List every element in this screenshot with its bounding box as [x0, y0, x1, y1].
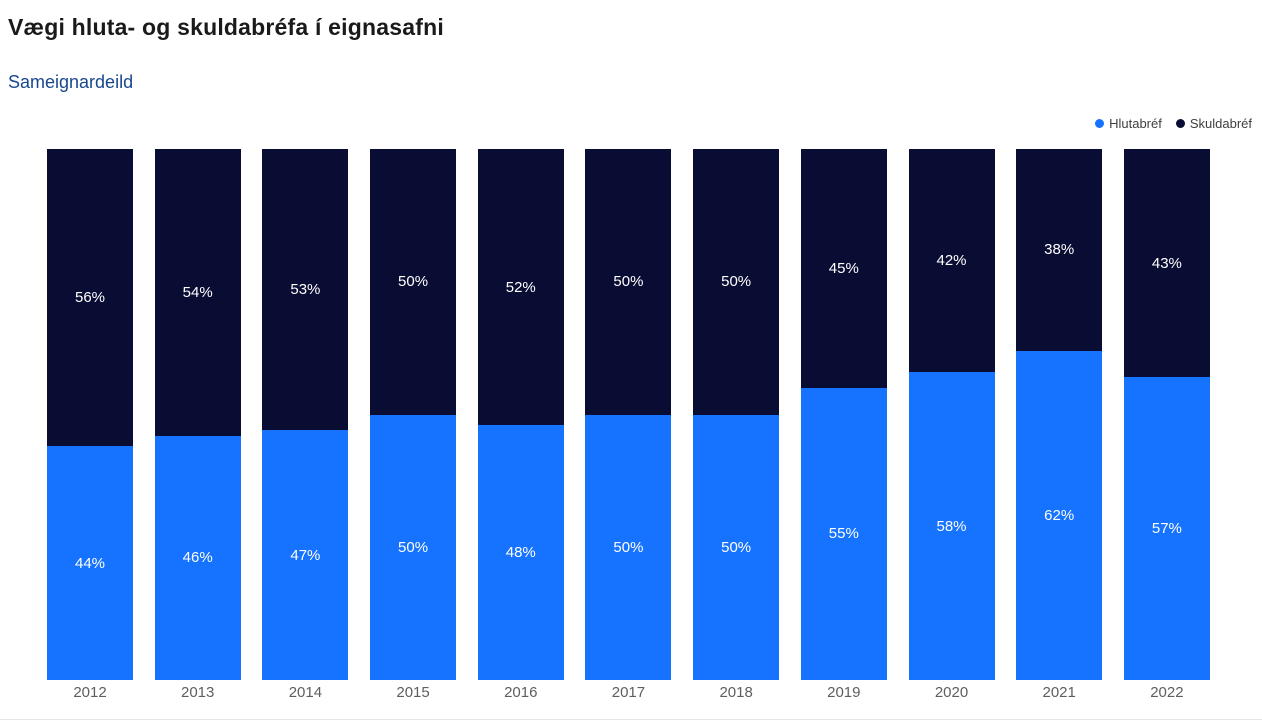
x-axis-label-2013: 2013: [181, 683, 215, 701]
legend-item-skuldabréf[interactable]: Skuldabréf: [1175, 116, 1252, 131]
bar-stack: 52% 48%: [477, 149, 564, 680]
data-label: 50%: [398, 273, 429, 291]
data-label: 45%: [828, 259, 859, 277]
bar-segment-skuldabréf-2012[interactable]: 56%: [47, 149, 133, 447]
bar-segment-hlutabréf-2021[interactable]: 62%: [1016, 350, 1103, 680]
bar-column-2015: 50% 50% 2015: [370, 149, 457, 704]
bar-column-2019: 45% 55% 2019: [800, 149, 887, 704]
data-label: 54%: [182, 283, 213, 301]
data-label: 43%: [1151, 254, 1182, 272]
bar-column-2014: 53% 47% 2014: [262, 149, 349, 704]
bar-column-2018: 50% 50% 2018: [693, 149, 780, 704]
x-axis-label-2022: 2022: [1150, 683, 1184, 701]
bar-stack: 56% 44%: [47, 149, 133, 680]
bar-stack: 53% 47%: [262, 149, 349, 680]
x-axis-label-2020: 2020: [934, 683, 969, 701]
bar-segment-hlutabréf-2015[interactable]: 50%: [370, 414, 457, 680]
chart-subtitle: Sameignardeild: [8, 72, 134, 92]
bar-column-2017: 50% 50% 2017: [585, 149, 672, 704]
bar-column-2020: 42% 58% 2020: [908, 149, 995, 704]
bar-segment-hlutabréf-2014[interactable]: 47%: [262, 430, 349, 680]
bar-segment-skuldabréf-2017[interactable]: 50%: [585, 149, 672, 415]
data-label: 38%: [1044, 241, 1075, 259]
data-label: 56%: [74, 289, 106, 307]
bar-segment-skuldabréf-2020[interactable]: 42%: [908, 149, 995, 373]
bar-segment-skuldabréf-2019[interactable]: 45%: [800, 149, 887, 388]
data-label: 44%: [74, 554, 106, 572]
bar-stack: 50% 50%: [693, 149, 780, 680]
x-axis-label-2014: 2014: [288, 683, 323, 701]
bar-stack: 54% 46%: [154, 149, 241, 680]
bar-segment-hlutabréf-2012[interactable]: 44%: [47, 446, 133, 680]
data-label: 46%: [182, 549, 213, 567]
bar-segment-skuldabréf-2016[interactable]: 52%: [477, 149, 564, 426]
bar-segment-skuldabréf-2021[interactable]: 38%: [1016, 149, 1103, 351]
bar-stack: 50% 50%: [585, 149, 672, 680]
bar-column-2022: 43% 57% 2022: [1123, 149, 1210, 704]
chart-title: Vægi hluta- og skuldabréfa í eignasafni: [8, 14, 444, 40]
bar-segment-skuldabréf-2022[interactable]: 43%: [1123, 149, 1210, 378]
x-axis-label-2017: 2017: [611, 683, 646, 701]
legend-dot-icon: [1175, 119, 1185, 128]
bar-stack: 43% 57%: [1123, 149, 1210, 680]
legend: Hlutabréf Skuldabréf: [1095, 116, 1252, 131]
legend-label: Skuldabréf: [1189, 116, 1252, 131]
bar-segment-hlutabréf-2013[interactable]: 46%: [154, 435, 241, 680]
bar-stack: 38% 62%: [1016, 149, 1103, 680]
x-axis-label-2018: 2018: [719, 683, 753, 701]
data-label: 62%: [1044, 506, 1075, 524]
data-label: 53%: [290, 281, 321, 299]
data-label: 50%: [613, 538, 644, 556]
bar-segment-hlutabréf-2016[interactable]: 48%: [477, 425, 564, 680]
x-axis-label-2012: 2012: [73, 683, 107, 701]
x-axis-label-2019: 2019: [827, 683, 861, 701]
bar-segment-hlutabréf-2020[interactable]: 58%: [908, 372, 995, 680]
data-label: 50%: [398, 538, 429, 556]
x-axis-label-2015: 2015: [396, 683, 430, 701]
bar-segment-hlutabréf-2018[interactable]: 50%: [693, 414, 780, 680]
x-axis-label-2016: 2016: [504, 683, 538, 701]
legend-label: Hlutabréf: [1109, 116, 1162, 131]
data-label: 42%: [936, 252, 967, 269]
x-axis-label-2021: 2021: [1042, 683, 1076, 701]
data-label: 50%: [721, 538, 752, 556]
bar-stack: 50% 50%: [370, 149, 457, 680]
data-label: 47%: [290, 546, 321, 564]
bar-stack: 45% 55%: [800, 149, 887, 680]
bar-column-2021: 38% 62% 2021: [1016, 149, 1103, 704]
bar-column-2012: 56% 44% 2012: [47, 149, 133, 704]
bar-stack: 42% 58%: [908, 149, 995, 680]
legend-dot-icon: [1095, 119, 1105, 128]
data-label: 58%: [936, 517, 967, 535]
bar-segment-hlutabréf-2017[interactable]: 50%: [585, 414, 672, 680]
bar-segment-skuldabréf-2013[interactable]: 54%: [154, 149, 241, 436]
stacked-bar-chart: 56% 44% 2012 54% 46% 2013 53% 47% 2014 50% 50% 2015…: [47, 149, 1210, 704]
data-label: 50%: [613, 273, 644, 291]
bar-column-2013: 54% 46% 2013: [154, 149, 241, 704]
data-label: 57%: [1151, 520, 1182, 538]
data-label: 48%: [505, 544, 536, 562]
bar-segment-hlutabréf-2019[interactable]: 55%: [800, 387, 887, 680]
bar-column-2016: 52% 48% 2016: [477, 149, 564, 704]
data-label: 52%: [505, 278, 536, 296]
bar-segment-skuldabréf-2014[interactable]: 53%: [262, 149, 349, 431]
legend-item-hlutabréf[interactable]: Hlutabréf: [1095, 116, 1162, 131]
bar-segment-skuldabréf-2018[interactable]: 50%: [693, 149, 780, 415]
data-label: 55%: [828, 525, 859, 543]
data-label: 50%: [721, 273, 752, 291]
bar-segment-skuldabréf-2015[interactable]: 50%: [370, 149, 457, 415]
bar-segment-hlutabréf-2022[interactable]: 57%: [1123, 377, 1210, 680]
